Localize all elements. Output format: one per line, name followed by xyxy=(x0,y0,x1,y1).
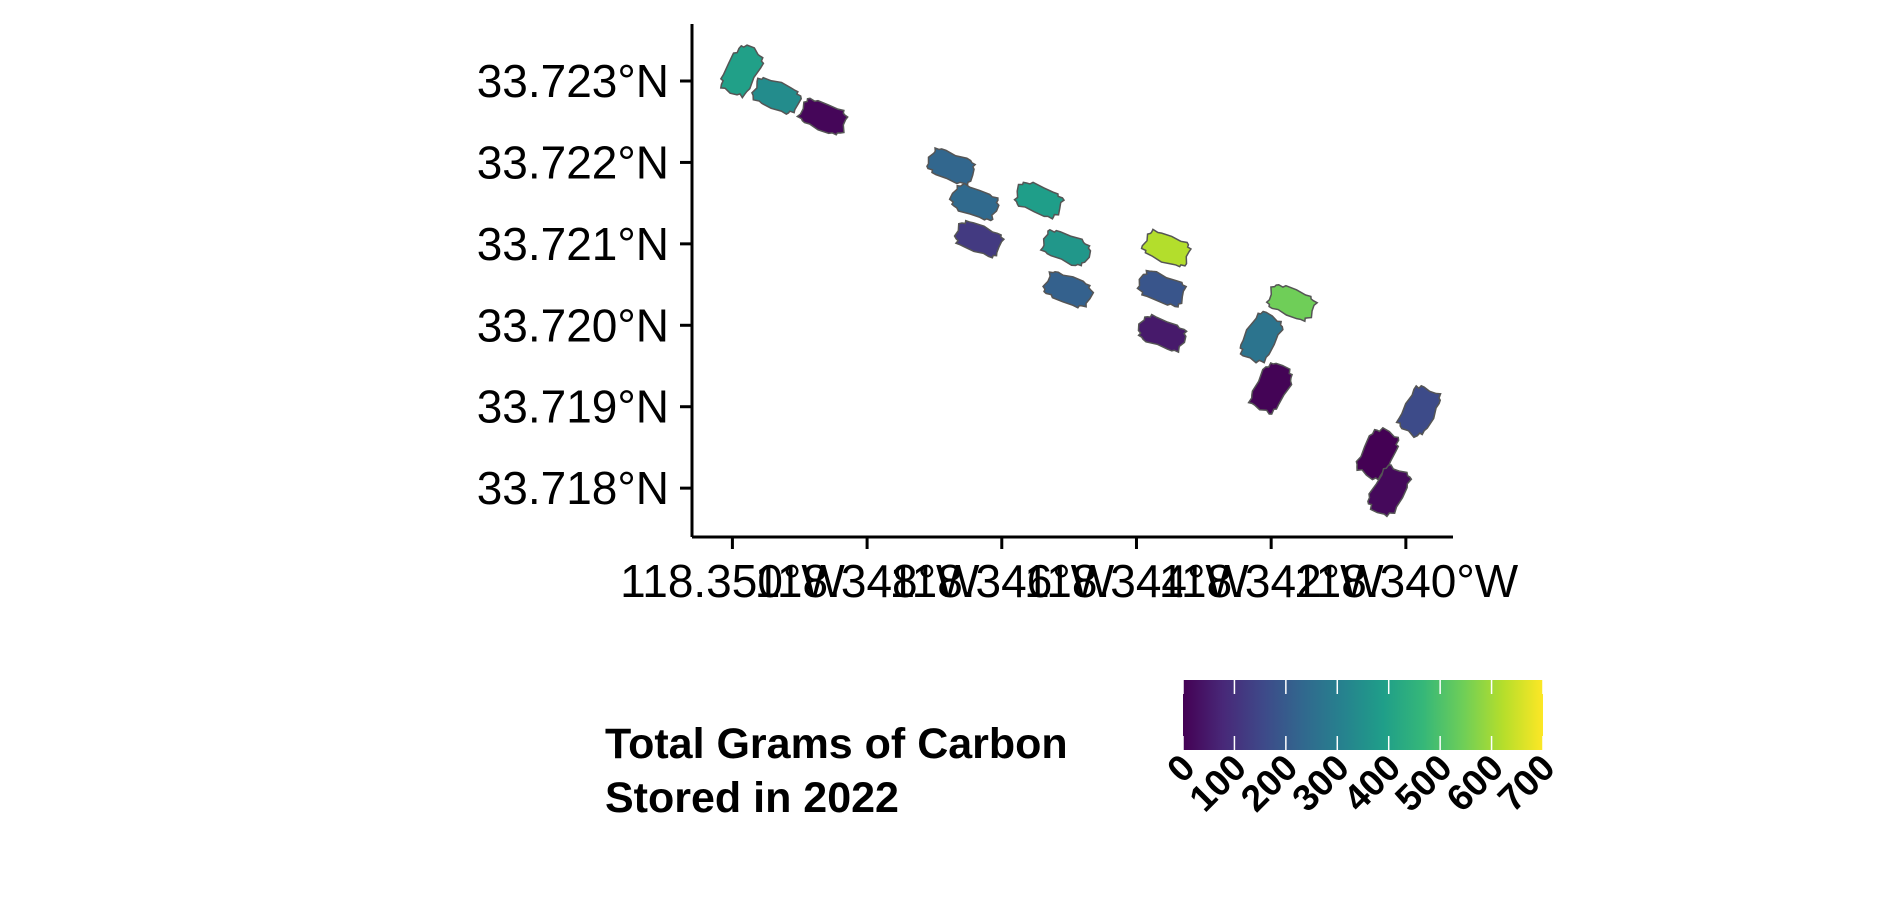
land-parcel xyxy=(1395,384,1442,439)
land-parcel-shape xyxy=(1013,181,1066,220)
x-tick-label: 118.344°W xyxy=(1024,555,1249,607)
land-parcel-shape xyxy=(1136,269,1188,308)
land-parcel xyxy=(948,182,1000,222)
y-tick-label: 33.721°N xyxy=(477,218,669,270)
land-parcel-shape xyxy=(719,44,765,100)
land-parcel xyxy=(1136,269,1188,308)
legend-title-line-1: Total Grams of Carbon xyxy=(605,720,1068,768)
land-parcel xyxy=(1137,313,1188,354)
y-tick-label: 33.722°N xyxy=(477,136,669,188)
land-parcel-shape xyxy=(1247,361,1294,415)
land-parcel-shape xyxy=(948,182,1000,222)
y-tick-label: 33.718°N xyxy=(477,462,669,514)
x-tick-label: 118.346°W xyxy=(889,555,1114,607)
longitude-axis: 118.350°W118.348°W118.346°W118.344°W118.… xyxy=(620,537,1519,607)
colorbar xyxy=(1183,680,1543,750)
land-parcel xyxy=(1247,361,1294,415)
land-parcel xyxy=(1140,228,1193,268)
x-tick-label: 118.342°W xyxy=(1159,555,1384,607)
land-parcel xyxy=(1039,228,1092,267)
land-parcel-shape xyxy=(795,97,849,136)
land-parcel-shape xyxy=(926,146,977,187)
land-parcel xyxy=(795,97,849,136)
land-parcel-shape xyxy=(1367,464,1413,518)
land-parcel-shape xyxy=(1140,228,1193,268)
x-tick-label: 118.340°W xyxy=(1294,555,1519,607)
land-parcel xyxy=(926,146,977,187)
land-parcel-shape xyxy=(1042,270,1095,309)
x-tick-label: 118.350°W xyxy=(620,555,845,607)
land-parcel-shape xyxy=(1039,228,1092,267)
land-parcel xyxy=(1239,310,1284,364)
latitude-axis: 33.723°N 33.722°N 33.721°N 33.720°N 33.719°N… xyxy=(477,55,692,514)
land-parcel xyxy=(1367,464,1413,518)
color-legend: Total Grams of Carbon Stored in 2022 010… xyxy=(605,680,1563,822)
y-tick-label: 33.720°N xyxy=(477,299,669,351)
land-parcel xyxy=(953,219,1006,259)
land-parcel-shape xyxy=(1395,384,1442,439)
land-parcel-shape xyxy=(1239,310,1284,364)
colorbar-label: 700 xyxy=(1490,747,1563,820)
y-tick-label: 33.723°N xyxy=(477,55,669,107)
land-parcel-shape xyxy=(751,76,802,116)
land-parcel-shape xyxy=(1265,283,1319,323)
land-parcel xyxy=(1265,283,1319,323)
x-tick-label: 118.348°W xyxy=(755,555,980,607)
land-parcel-shape xyxy=(1137,313,1188,354)
legend-title-line-2: Stored in 2022 xyxy=(605,774,899,822)
land-parcel xyxy=(1042,270,1095,309)
land-parcel-shape xyxy=(953,219,1006,259)
land-parcel xyxy=(751,76,802,116)
y-tick-label: 33.719°N xyxy=(477,381,669,433)
land-parcel xyxy=(719,44,765,100)
land-parcel xyxy=(1013,181,1066,220)
colorbar-ticks xyxy=(1182,680,1544,750)
map-plot-panel xyxy=(719,44,1442,518)
